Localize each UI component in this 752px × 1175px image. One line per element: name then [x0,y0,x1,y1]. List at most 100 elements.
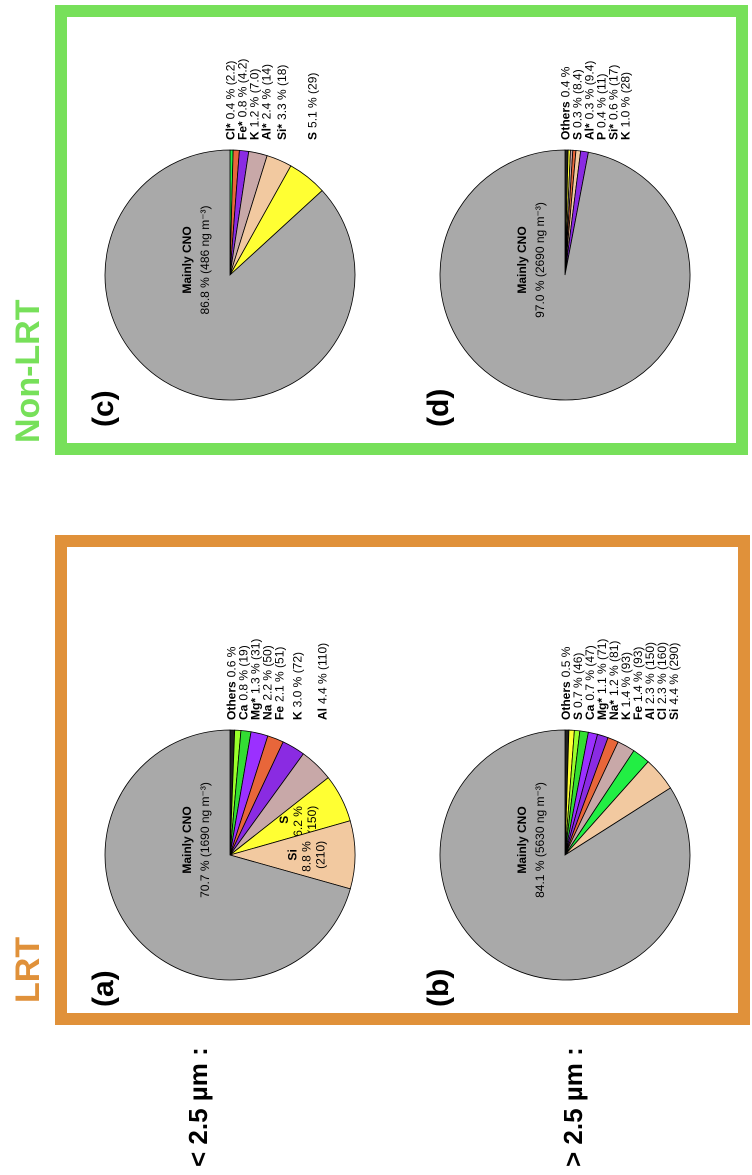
panel-title: (a) [87,970,120,1007]
slice-name: Others [559,681,573,720]
slice-name: Cl* [224,123,238,140]
panel-title: (b) [422,969,455,1007]
slice-name: Fe* [236,121,250,140]
slice-label: S 5.1 % (29) [306,73,320,140]
lrt-frame [55,535,750,1025]
center-value-label: 70.7 % (1690 ng m⁻³) [198,782,212,898]
slice-name: K [619,711,633,720]
slice-label: Others 0.6 % [225,646,239,720]
slice-value-label: 0.8 % (19) [237,645,251,700]
slice-label: Fe 1.4 % (93) [631,647,645,720]
pie-slice [439,729,691,981]
slice-label: Si 4.4 % (290) [667,643,681,720]
column-title: LRT [9,937,47,1003]
slice-name: K [619,131,633,140]
slice-name: Al* [260,123,274,140]
panel-title: (d) [422,389,455,427]
slice-label: S 0.7 % (46) [571,653,585,720]
slice-name: K [291,711,305,720]
slice-name: S [277,816,291,824]
slice-value-label: 0.4 % (11) [595,74,609,128]
slice-value-label: 8.8 % (210) [300,838,328,872]
slice-value-label: 0.6 % (17) [607,65,621,120]
slice-value-label: 6.2 % (150) [291,803,319,837]
slice-name: Ca [583,704,597,720]
slice-name: Si [667,709,681,720]
slice-label: Mg* 1.3 % (31) [249,639,263,720]
slice-value-label: 0.6 % [225,646,239,677]
slice-value-label: 1.2 % (81) [607,641,621,696]
slice-label: K 1.4 % (93) [619,652,633,720]
slice-value-label: 2.4 % (14) [260,64,274,119]
slice-name: Si [286,849,300,860]
slice-label: Ca 0.8 % (19) [237,645,251,720]
slice-name: Al [643,708,657,720]
slice-value-label: 2.3 % (150) [643,642,657,704]
slice-value-label: 1.1 % (71) [595,639,609,694]
slice-name: Na [261,704,275,720]
slice-name: S [306,132,320,140]
slice-name: Cl [655,708,669,720]
slice-value-label: 0.3 % (8.4) [571,69,585,128]
slice-value-label: 0.7 % (47) [583,645,597,700]
slice-value-label: 0.4 % [559,66,573,97]
center-name: Mainly CNO [515,806,529,873]
slice-name: Si* [275,124,289,140]
slice-value-label: 0.8 % (4.2) [236,59,250,118]
slice-value-label: 2.2 % (50) [261,645,275,700]
slice-label: Fe* 0.8 % (4.2) [236,59,250,140]
slice-label: Al 2.3 % (150) [643,642,657,720]
slice-value-label: 3.3 % (18) [275,65,289,120]
column-title: Non-LRT [9,299,47,443]
slice-label: Na 2.2 % (50) [261,645,275,720]
slice-value-label: 1.3 % (31) [249,639,263,694]
slice-label: K 1.0 % (28) [619,72,633,140]
slice-name: S [571,132,585,140]
slice-label: Mg* 1.1 % (71) [595,639,609,720]
slice-label: Others 0.4 % [559,66,573,140]
slice-value-label: 4.4 % (110) [316,643,330,704]
center-name: Mainly CNO [180,226,194,293]
slice-value-label: 4.4 % (290) [667,643,681,705]
panel-title: (c) [87,390,120,427]
slice-value-label: 0.5 % [559,646,573,677]
pie-slice [439,149,691,401]
slice-label: Cl 2.3 % (160) [655,642,669,720]
center-name: Mainly CNO [180,806,194,873]
slice-name: Ca [237,704,251,720]
slice-value-label: 1.4 % (93) [631,647,645,702]
slice-name: S [571,712,585,720]
row-label: < 2.5 µm : [183,1047,213,1167]
slice-name: Al [316,708,330,720]
slice-label: K 3.0 % (72) [291,652,305,720]
center-value-label: 97.0 % (2690 ng m⁻³) [533,202,547,318]
slice-value-label: 0.3 % (9.4) [583,61,597,120]
slice-name: Si* [607,124,621,140]
slice-name: Mg* [595,698,609,720]
slice-value-label: 1.0 % (28) [619,72,633,127]
slice-label: Al* 0.3 % (9.4) [583,61,597,140]
slice-value-label: 2.3 % (160) [655,642,669,704]
slice-label: Si* 0.6 % (17) [607,65,621,140]
slice-value-label: 1.2 % (7.0) [248,69,262,128]
slice-label: S 0.3 % (8.4) [571,69,585,140]
slice-name: K [248,131,262,140]
slice-value-label: 1.4 % (93) [619,652,633,707]
slice-label: K 1.2 % (7.0) [248,69,262,140]
slice-label: Al* 2.4 % (14) [260,64,274,140]
slice-value-label: 3.0 % (72) [291,652,305,707]
center-value-label: 84.1 % (5630 ng m⁻³) [533,782,547,898]
pie-slice [104,729,351,981]
center-name: Mainly CNO [515,226,529,293]
slice-name: Others [225,681,239,720]
slice-name: Others [559,101,573,140]
non-lrt-frame [55,5,748,455]
slice-name: Na* [607,700,621,720]
slice-label: Ca 0.7 % (47) [583,645,597,720]
slice-name: P [595,132,609,140]
slice-value-label: 0.7 % (46) [571,653,585,708]
